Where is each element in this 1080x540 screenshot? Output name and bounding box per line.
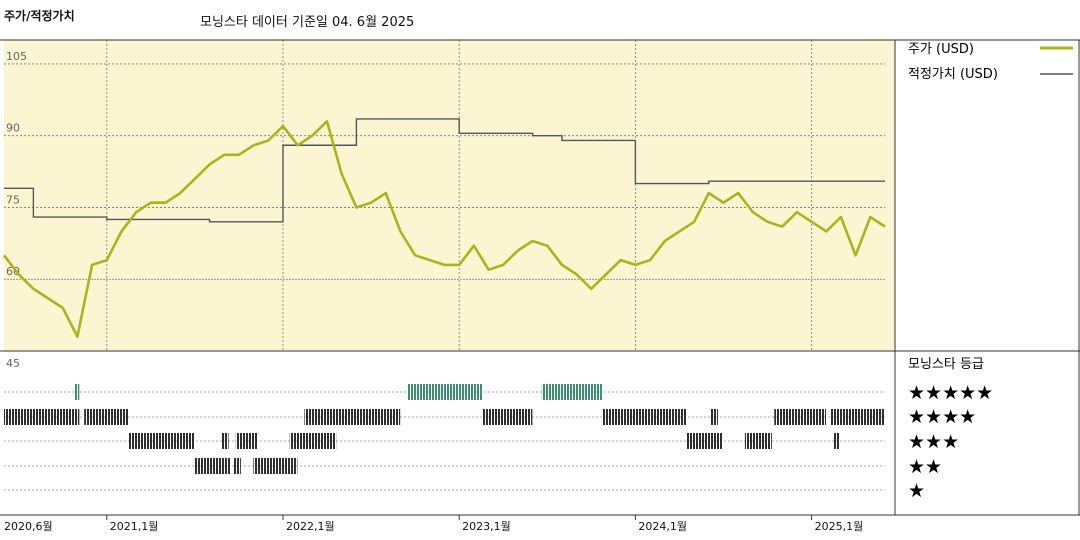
rating-bar — [774, 409, 827, 425]
rating-bar — [483, 409, 533, 425]
x-tick-label: 2024,1월 — [638, 520, 687, 533]
legend-price-label: 주가 (USD) — [908, 42, 974, 57]
rating-bar — [304, 409, 401, 425]
rating-bar — [830, 409, 885, 425]
fair-value-line — [4, 118, 885, 223]
rating-row-1-stars: ★ — [908, 480, 925, 502]
x-tick-label: 2025,1월 — [815, 520, 864, 533]
x-tick-label: 2020,6월 — [4, 520, 53, 533]
rating-bar — [253, 458, 298, 474]
rating-row-5-stars: ★★★★★ — [908, 382, 993, 404]
data-date-subtitle: 모닝스타 데이터 기준일 04. 6월 2025 — [200, 15, 415, 30]
rating-bar — [541, 384, 603, 400]
rating-bar — [686, 433, 723, 449]
rating-bar — [194, 458, 231, 474]
chart-title: 주가/적정가치 — [4, 9, 75, 23]
rating-row-4-stars: ★★★★ — [908, 406, 976, 428]
y-tick-label: 75 — [6, 193, 20, 206]
rating-bar — [833, 433, 840, 449]
y-axis-tick-labels: 105 90 75 60 45 — [6, 50, 27, 370]
y-tick-label: 90 — [6, 122, 20, 135]
rating-bar — [4, 409, 80, 425]
y-tick-label: 60 — [6, 265, 20, 278]
x-tick-label: 2023,1월 — [462, 520, 511, 533]
x-tick-label: 2022,1월 — [286, 520, 335, 533]
price-line — [2, 120, 886, 338]
rating-bar — [84, 409, 129, 425]
rating-bar — [602, 409, 687, 425]
rating-title: 모닝스타 등급 — [908, 357, 984, 372]
y-tick-label: 45 — [6, 357, 20, 370]
rating-bar — [289, 433, 337, 449]
grid-lines — [4, 40, 885, 520]
rating-bar — [710, 409, 718, 425]
rating-bars — [4, 384, 885, 474]
rating-row-3-stars: ★★★ — [908, 431, 959, 453]
rating-bar — [744, 433, 772, 449]
rating-bar — [233, 458, 241, 474]
rating-bar — [235, 433, 258, 449]
plot-background — [4, 40, 895, 351]
legend-fair-value-label: 적정가치 (USD) — [908, 67, 998, 82]
rating-bar — [128, 433, 195, 449]
rating-bar — [74, 384, 80, 400]
rating-row-2-stars: ★★ — [908, 456, 942, 478]
y-tick-label: 105 — [6, 50, 27, 63]
x-axis-tick-labels: 2020,6월 2021,1월 2022,1월 2023,1월 2024,1월 2025,… — [4, 520, 863, 533]
x-tick-label: 2021,1월 — [110, 520, 159, 533]
rating-bar — [407, 384, 484, 400]
rating-bar — [221, 433, 229, 449]
